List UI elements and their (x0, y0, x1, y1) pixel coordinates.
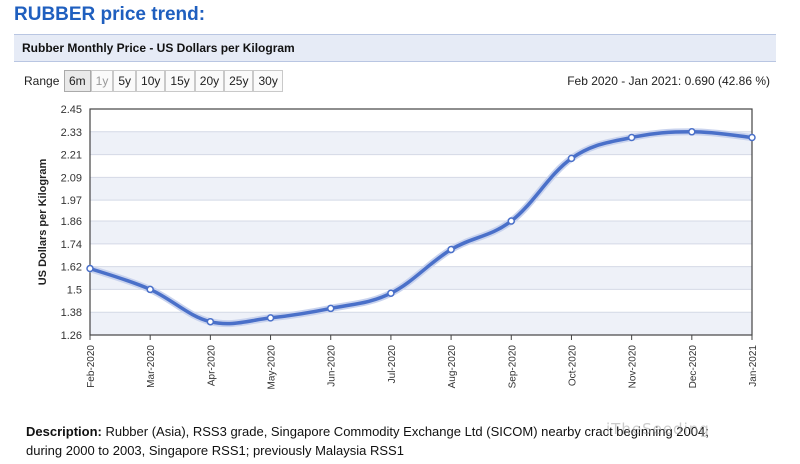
x-tick-label: Nov-2020 (628, 345, 639, 389)
range-summary: Feb 2020 - Jan 2021: 0.690 (42.86 %) (567, 74, 770, 88)
chart-title: Rubber Monthly Price - US Dollars per Ki… (22, 41, 295, 55)
range-label: Range (24, 74, 60, 88)
range-button-25y[interactable]: 25y (224, 70, 254, 92)
y-tick-label: 1.5 (67, 284, 82, 296)
y-tick-label: 1.38 (61, 307, 82, 319)
y-axis-label: US Dollars per Kilogram (37, 159, 49, 286)
data-point (326, 304, 335, 313)
y-tick-label: 1.86 (61, 216, 82, 228)
plot-border (89, 108, 753, 336)
description-line1: Rubber (Asia), RSS3 grade, Singapore Com… (101, 424, 592, 439)
grid-band (90, 177, 752, 201)
data-point (387, 289, 395, 297)
x-tick-label: May-2020 (267, 345, 278, 390)
grid-band (90, 266, 752, 290)
x-tick-label: Mar-2020 (146, 345, 157, 388)
chart-title-bar: Rubber Monthly Price - US Dollars per Ki… (14, 34, 776, 62)
x-tick-label: Jul-2020 (387, 345, 398, 384)
range-button-20y[interactable]: 20y (194, 70, 225, 92)
y-tick-label: 2.33 (61, 127, 82, 139)
x-tick-label: Apr-2020 (206, 345, 217, 387)
range-button-30y[interactable]: 30y (253, 70, 283, 92)
description-label: Description: (26, 424, 102, 439)
x-tick-label: Dec-2020 (688, 345, 699, 389)
y-tick-label: 2.09 (61, 172, 82, 184)
page-heading: RUBBER price trend: (14, 4, 206, 25)
data-point (266, 314, 275, 322)
x-tick-label: Jan-2021 (748, 345, 759, 387)
y-tick-label: 1.26 (61, 330, 82, 342)
description: Description: Rubber (Asia), RSS3 grade, … (26, 422, 766, 460)
range-buttons: 6m 1y 5y 10y 15y 20y 25y 30y (64, 70, 283, 92)
x-tick-label: Oct-2020 (567, 345, 578, 387)
description-line1-tail: ract beginning 2004; (591, 424, 709, 439)
grid-band (90, 221, 752, 244)
range-button-5y[interactable]: 5y (113, 70, 137, 92)
data-point (206, 317, 215, 326)
y-tick-label: 1.97 (61, 195, 82, 207)
y-tick-label: 1.74 (61, 239, 82, 251)
data-point (447, 245, 455, 254)
data-point (146, 285, 154, 294)
x-tick-label: Sep-2020 (507, 345, 518, 389)
data-point (627, 133, 636, 142)
range-button-1y[interactable]: 1y (90, 70, 114, 92)
x-tick-label: Aug-2020 (447, 345, 458, 389)
x-tick-label: Jun-2020 (327, 345, 338, 387)
range-button-6m[interactable]: 6m (64, 70, 91, 92)
watermark: iTheSeeding (606, 420, 710, 438)
range-button-10y[interactable]: 10y (136, 70, 166, 92)
data-point (688, 128, 696, 136)
y-tick-label: 2.45 (61, 104, 82, 116)
description-line2: during 2000 to 2003, Singapore RSS1; pre… (26, 443, 404, 458)
data-point (748, 133, 756, 142)
range-button-15y[interactable]: 15y (165, 70, 195, 92)
data-point (507, 217, 516, 225)
data-point (567, 154, 576, 163)
y-tick-label: 2.21 (61, 150, 82, 162)
y-tick-label: 1.62 (61, 262, 82, 274)
line-chart: 2.45 2.33 2.21 2.09 1.97 1.86 1.74 1.62 1.5 1.38 1… (37, 104, 759, 390)
data-point (86, 264, 94, 273)
x-tick-label: Feb-2020 (86, 345, 97, 388)
